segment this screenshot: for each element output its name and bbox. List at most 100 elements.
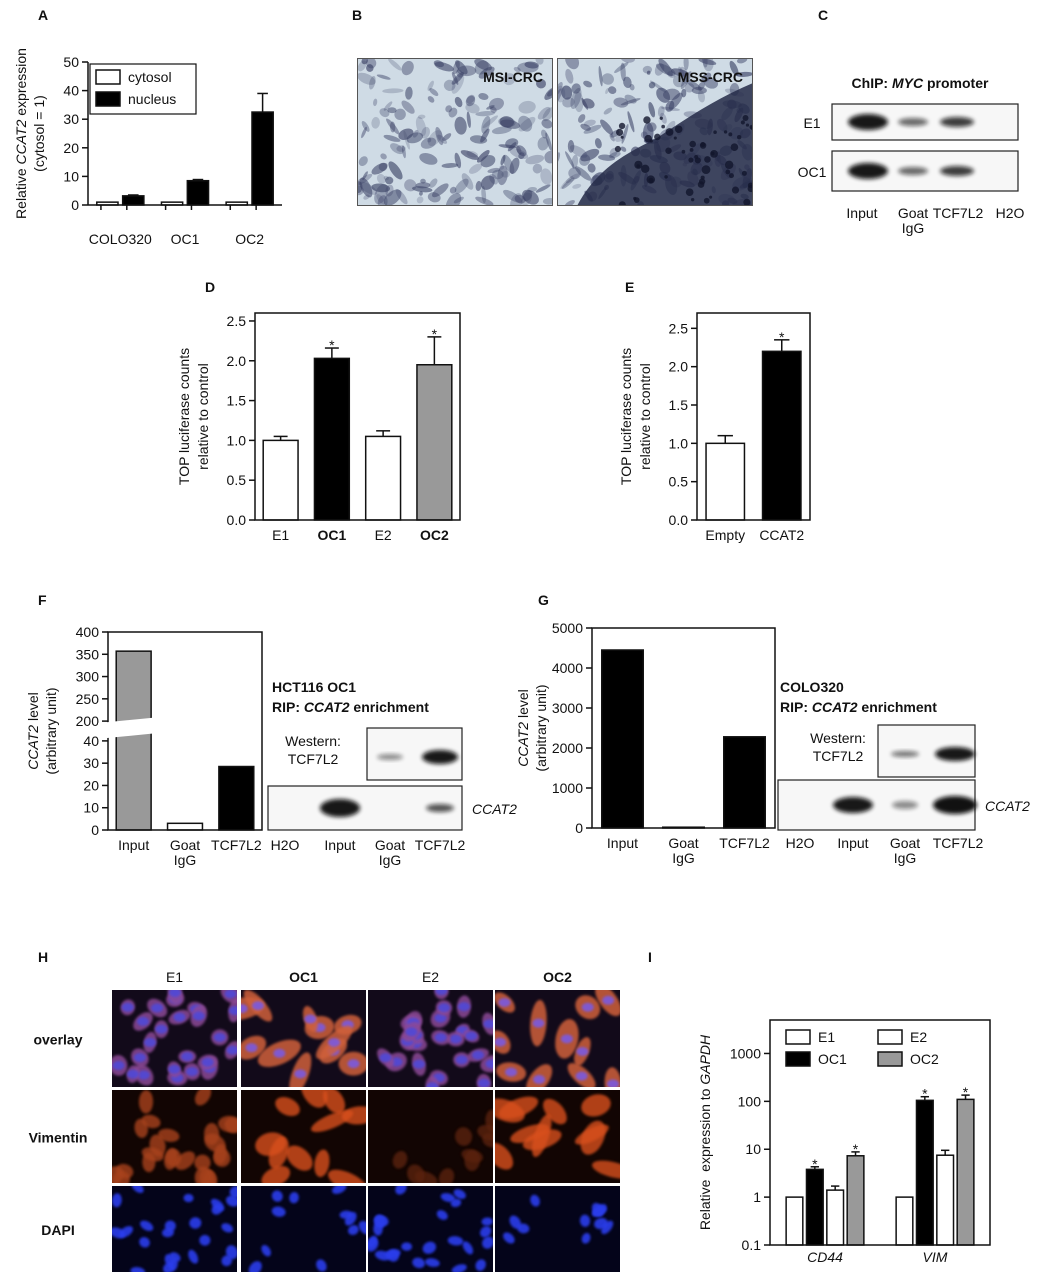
cell-nucleus xyxy=(592,1206,607,1217)
tissue-blob xyxy=(624,94,637,104)
plot-frame xyxy=(769,1019,991,1246)
micrograph xyxy=(241,1186,366,1272)
cell-nucleus xyxy=(241,1004,248,1014)
cell-nucleus xyxy=(440,1192,456,1203)
x-tick-label: OC1 xyxy=(317,528,347,543)
legend-label: nucleus xyxy=(128,91,176,107)
blot-subtitle: RIP: CCAT2 enrichment xyxy=(780,699,937,715)
label-box: Goat IgG xyxy=(890,836,920,866)
tissue-blob xyxy=(445,192,462,206)
tissue-blob xyxy=(389,121,396,133)
tissue-blob xyxy=(478,93,489,101)
nucleus-dot xyxy=(743,198,751,206)
y-axis-label-part: expression xyxy=(13,48,29,120)
tissue-blob xyxy=(501,171,510,178)
blot-title: ChIP: MYC promoter xyxy=(852,75,989,91)
blot-band xyxy=(940,117,974,127)
cell-nucleus xyxy=(192,1011,205,1021)
tissue-blob xyxy=(603,107,613,115)
y-tick-label: 40 xyxy=(63,83,79,99)
cell-nucleus xyxy=(229,1186,237,1199)
cell-nucleus xyxy=(189,1217,202,1229)
western-label: TCF7L2 xyxy=(288,751,339,767)
y-tick-label: 0.5 xyxy=(227,472,247,488)
legend-swatch xyxy=(877,1029,903,1045)
tissue-blob xyxy=(518,115,533,132)
y-tick-label: 0.0 xyxy=(669,512,689,528)
tissue-blob xyxy=(654,63,665,76)
legend-swatch xyxy=(785,1051,811,1067)
lane-label: H2O xyxy=(785,836,815,851)
cell-nucleus xyxy=(228,1006,237,1016)
label-box: COLO320 xyxy=(89,232,152,247)
tissue-blob xyxy=(487,167,501,174)
nucleus-dot xyxy=(731,186,740,194)
tissue-blob xyxy=(480,155,496,168)
nucleus-dot xyxy=(747,182,753,189)
tissue-blob xyxy=(427,80,434,91)
tissue-blob xyxy=(620,146,627,152)
cell-nucleus xyxy=(139,1237,150,1248)
cell-nucleus xyxy=(127,1069,140,1079)
tissue-blob xyxy=(415,182,431,189)
bar xyxy=(705,442,746,521)
plot-frame xyxy=(696,312,811,521)
cell-body xyxy=(286,1145,313,1171)
x-tick-label: OC2 xyxy=(235,232,265,247)
cell-nucleus xyxy=(436,1210,448,1220)
nucleus-dot xyxy=(725,169,731,175)
nucleus-dot xyxy=(745,123,750,127)
bar xyxy=(956,1098,975,1246)
cell-body xyxy=(581,1094,611,1117)
tissue-blob xyxy=(569,145,588,158)
label-box: Empty xyxy=(705,528,745,543)
panel-letter: C xyxy=(818,7,828,23)
tissue-blob xyxy=(466,111,471,128)
lane-label: TCF7L2 xyxy=(414,838,466,853)
y-tick-label: 40 xyxy=(83,733,99,749)
nucleus-dot xyxy=(728,173,734,179)
cell-nucleus xyxy=(438,1003,451,1013)
y-tick-label: 2.0 xyxy=(227,353,247,369)
panel-letter: A xyxy=(38,7,48,23)
y-axis-label-part: CCAT2 xyxy=(25,725,41,770)
tissue-blob xyxy=(502,154,515,174)
micrograph xyxy=(241,1090,366,1183)
panel-letter: D xyxy=(205,279,215,295)
bar xyxy=(846,1155,865,1246)
tissue-blob xyxy=(587,163,596,173)
label-box: E1 xyxy=(272,528,290,543)
cell-nucleus xyxy=(271,1190,283,1202)
tissue-blob xyxy=(661,106,680,111)
image-label: MSI-CRC xyxy=(483,69,543,85)
micrograph xyxy=(495,990,620,1087)
x-tick-label: Input xyxy=(118,838,150,853)
label-box: H2O xyxy=(785,836,815,851)
legend-swatch xyxy=(95,69,121,85)
x-tick-label: CCAT2 xyxy=(759,528,805,543)
tissue-blob xyxy=(541,129,548,139)
cell-nucleus xyxy=(164,1220,176,1232)
panel-letter: G xyxy=(538,592,549,608)
tissue-blob xyxy=(524,61,539,69)
cell-body xyxy=(194,1166,212,1183)
tissue-blob xyxy=(468,163,483,174)
tissue-blob xyxy=(434,61,454,72)
cell-nucleus xyxy=(481,1217,493,1226)
tissue-blob xyxy=(571,83,581,94)
cell-body xyxy=(134,1118,149,1138)
nucleus-dot xyxy=(700,175,705,180)
nucleus-dot xyxy=(689,140,696,148)
tissue-blob xyxy=(509,148,529,159)
cell-body xyxy=(255,1132,286,1156)
y-tick-label: 20 xyxy=(63,140,79,156)
y-axis-label: Relative expression to GAPDH xyxy=(697,1034,713,1230)
tissue-blob xyxy=(561,85,573,100)
label-box: Input xyxy=(837,836,868,851)
tissue-blob xyxy=(735,71,753,77)
row-label: overlay xyxy=(33,1032,82,1048)
blot-row-label: E1 xyxy=(803,115,820,131)
x-tick-label: E1 xyxy=(272,528,290,543)
cell-body xyxy=(477,1124,493,1141)
y-axis-label: relative to control xyxy=(637,363,653,470)
